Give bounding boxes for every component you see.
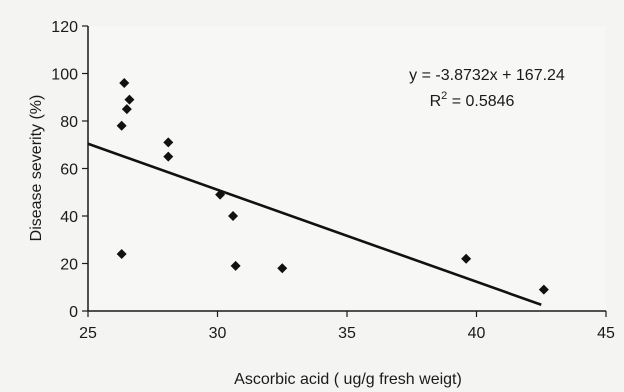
y-tick-label: 120 [51,19,78,36]
x-tick-label: 35 [338,325,356,342]
trendline-equation: y = -3.8732x + 167.24 [409,67,565,84]
y-tick-label: 0 [69,304,78,321]
r-squared-label: R2 = 0.5846 [430,90,515,110]
y-tick-label: 80 [60,114,78,131]
y-ticks: 0 20 40 60 80 100 120 [51,19,88,321]
r-squared-r: R [430,93,442,110]
data-point [461,253,472,264]
y-tick-label: 40 [60,209,78,226]
data-points [116,78,549,295]
data-point [121,104,132,115]
data-point [163,151,174,162]
trendline-group [87,142,542,306]
data-point [230,260,241,271]
r-squared-value: = 0.5846 [447,93,514,110]
y-tick-label: 60 [60,162,78,179]
r-squared-superscript: 2 [441,90,447,102]
data-point [124,94,135,105]
data-point [116,249,127,259]
data-point [277,263,288,274]
y-tick-label: 20 [60,257,78,274]
x-tick-label: 25 [79,325,97,342]
trendline [87,142,542,306]
x-tick-label: 30 [209,325,227,342]
x-tick-label: 45 [597,325,615,342]
x-axis-title: Ascorbic acid ( ug/g fresh weigt) [234,371,462,388]
data-point [119,78,130,88]
data-point [163,137,174,148]
data-point [538,284,549,295]
y-tick-label: 100 [51,67,78,84]
plot-area [88,26,606,311]
x-ticks: 25 30 35 40 45 [79,311,615,342]
data-point [228,211,239,221]
x-tick-label: 40 [468,325,486,342]
data-point [116,120,127,131]
y-axis-title: Disease severity (%) [28,95,45,242]
data-point [215,189,226,200]
